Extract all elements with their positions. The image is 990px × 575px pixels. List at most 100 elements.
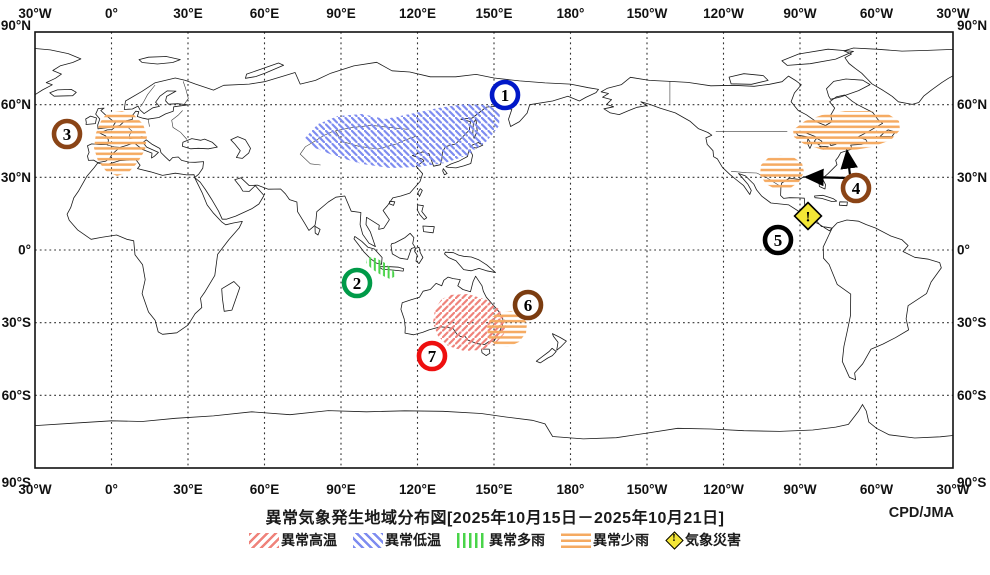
- lon-label-top: 120°W: [703, 6, 744, 21]
- coastline: [444, 251, 496, 273]
- lon-label-top: 0°: [105, 6, 118, 21]
- coastline: [445, 149, 473, 169]
- lon-label-bottom: 120°W: [703, 482, 744, 497]
- coastline: [34, 48, 82, 96]
- lon-label-top: 180°: [557, 6, 585, 21]
- lon-label-top: 60°E: [250, 6, 279, 21]
- legend-item-disaster: ! 気象災害: [665, 530, 741, 550]
- lon-label-bottom: 150°E: [476, 482, 513, 497]
- lat-label-right: 90°S: [957, 475, 986, 490]
- coastline: [390, 232, 416, 260]
- region-low-rain: [760, 155, 804, 190]
- lat-label-left: 0°: [18, 243, 31, 258]
- marker-ring-1: [489, 79, 521, 111]
- lon-label-bottom: 150°W: [627, 482, 668, 497]
- coastline: [221, 281, 241, 312]
- credit-label: CPD/JMA: [888, 505, 954, 521]
- low-rain-hatch-icon: [561, 532, 591, 548]
- legend-label: 異常多雨: [489, 532, 545, 548]
- lon-label-bottom: 60°W: [860, 482, 893, 497]
- lon-label-bottom: 30°W: [18, 482, 51, 497]
- annotation-arrow: [840, 148, 858, 176]
- map-title: 異常気象発生地域分布図[2025年10月15日－2025年10月21日]: [265, 510, 725, 527]
- lat-label-left: 90°S: [2, 475, 31, 490]
- numbered-markers: 1 2 3 4 5 6 7!: [51, 79, 872, 372]
- coastline: [728, 73, 769, 85]
- anomaly-regions: [94, 104, 900, 351]
- coastline: [814, 194, 838, 202]
- coastline: [66, 159, 243, 335]
- country-border: [171, 110, 188, 140]
- lat-label-left: 30°N: [1, 170, 31, 185]
- lat-label-left: 90°N: [1, 18, 31, 33]
- annotation-arrow: [803, 168, 850, 187]
- coastline: [535, 347, 557, 364]
- lat-label-left: 60°S: [2, 388, 31, 403]
- marker-6: 6: [512, 289, 544, 321]
- lat-label-right: 0°: [957, 243, 970, 258]
- coastline: [245, 62, 284, 79]
- marker-number-1: 1: [501, 86, 510, 105]
- legend-item-high-temp: 異常高温: [249, 530, 337, 550]
- disaster-symbol: !: [806, 210, 811, 226]
- lon-label-top: 120°E: [399, 6, 436, 21]
- map-border-frame: [34, 31, 954, 469]
- lat-label-right: 90°N: [957, 18, 987, 33]
- marker-number-2: 2: [353, 274, 362, 293]
- marker-number-4: 4: [852, 179, 861, 198]
- marker-7: 7: [416, 340, 448, 372]
- marker-ring-7: [416, 340, 448, 372]
- coastline: [414, 246, 424, 264]
- coastline: [230, 136, 251, 159]
- coastline: [182, 138, 218, 150]
- lon-label-top: 90°W: [783, 6, 816, 21]
- lat-label-left: 60°N: [1, 97, 31, 112]
- coastline: [417, 188, 423, 197]
- lon-label-bottom: 180°: [557, 482, 585, 497]
- legend-label: 異常高温: [281, 532, 337, 548]
- lat-label-right: 60°N: [957, 97, 987, 112]
- lon-label-bottom: 30°W: [936, 482, 969, 497]
- lat-label-left: 30°S: [2, 315, 31, 330]
- marker-number-7: 7: [428, 347, 437, 366]
- coastline: [314, 225, 321, 236]
- coastline: [388, 200, 396, 206]
- coastline: [85, 115, 97, 125]
- map-frame: [34, 31, 954, 469]
- country-border: [140, 84, 156, 107]
- legend-label: 異常低温: [385, 532, 441, 548]
- region-low-temp: [305, 104, 500, 168]
- legend-item-low-rain: 異常少雨: [561, 530, 649, 550]
- marker-1: 1: [489, 79, 521, 111]
- coastline: [838, 201, 848, 207]
- lon-label-bottom: 120°E: [399, 482, 436, 497]
- marker-number-5: 5: [774, 231, 783, 250]
- legend-item-heavy-rain: 異常多雨: [457, 530, 545, 550]
- marker-5: 5: [762, 224, 794, 256]
- coastline: [826, 78, 871, 100]
- lat-label-right: 60°S: [957, 388, 986, 403]
- lon-label-top: 150°W: [627, 6, 668, 21]
- region-low-rain: [94, 111, 147, 176]
- lon-label-bottom: 0°: [105, 482, 118, 497]
- marker-4: 4: [840, 172, 872, 204]
- lat-label-right: 30°N: [957, 170, 987, 185]
- region-heavy-rain: [366, 257, 396, 279]
- coastline: [822, 219, 942, 381]
- disaster-diamond-icon: !: [665, 531, 684, 550]
- lon-label-top: 90°E: [326, 6, 355, 21]
- disaster-marker: !: [793, 201, 823, 231]
- coastline: [843, 47, 954, 105]
- legend-item-low-temp: 異常低温: [353, 530, 441, 550]
- coastline: [49, 89, 77, 97]
- marker-ring-2: [341, 267, 373, 299]
- lon-label-bottom: 30°E: [173, 482, 202, 497]
- coastline: [138, 56, 181, 65]
- lon-label-top: 150°E: [476, 6, 513, 21]
- marker-number-6: 6: [524, 296, 533, 315]
- coastlines: [34, 47, 954, 440]
- lon-label-top: 30°W: [936, 6, 969, 21]
- low-temp-hatch-icon: [353, 532, 383, 548]
- region-low-rain: [793, 111, 900, 151]
